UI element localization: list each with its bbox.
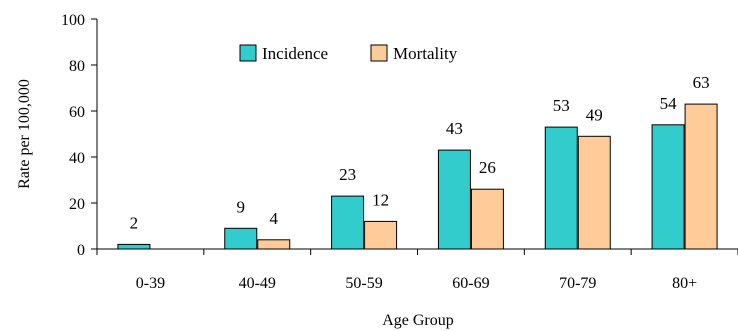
- x-tick-label: 0-39: [136, 275, 165, 292]
- data-label-incidence: 54: [660, 94, 678, 113]
- data-label-mortality: 12: [372, 190, 389, 209]
- bar-mortality: [577, 135, 611, 250]
- bar-incidence: [331, 195, 365, 250]
- x-axis-title: Age Group: [382, 312, 454, 329]
- legend-label-mortality: Mortality: [393, 44, 458, 63]
- data-label-incidence: 43: [446, 119, 463, 138]
- data-label-incidence: 2: [130, 213, 139, 232]
- x-axis: 0-39 40-49 50-59 60-69 70-79 80+: [96, 248, 738, 292]
- y-tick-label: 100: [61, 12, 85, 29]
- data-label-mortality: 49: [586, 105, 603, 124]
- legend-swatch-mortality: [370, 44, 388, 62]
- data-label-incidence: 53: [553, 96, 570, 115]
- y-tick-label: 20: [69, 196, 85, 213]
- y-axis: 0 20 40 60 80 100: [61, 12, 98, 259]
- x-tick-label: 80+: [672, 275, 697, 292]
- x-tick-label: 60-69: [452, 275, 489, 292]
- bar-mortality: [257, 239, 291, 250]
- bar-incidence: [224, 227, 258, 250]
- y-axis-title: Rate per 100,000: [16, 79, 33, 189]
- x-tick-label: 50-59: [345, 275, 382, 292]
- bar-incidence: [117, 243, 151, 250]
- y-tick-label: 0: [77, 242, 85, 259]
- y-tick-label: 40: [69, 150, 85, 167]
- data-label-mortality: 63: [693, 73, 710, 92]
- x-tick-label: 40-49: [239, 275, 276, 292]
- bar-mortality: [470, 188, 504, 250]
- bar-mortality: [364, 220, 398, 250]
- data-label-incidence: 9: [237, 197, 246, 216]
- x-tick-label: 70-79: [559, 275, 596, 292]
- bar-incidence: [437, 149, 471, 250]
- legend-swatch-incidence: [239, 44, 257, 62]
- data-label-mortality: 26: [479, 158, 496, 177]
- data-label-mortality: 4: [270, 209, 279, 228]
- data-labels: 2 9 4 23 12 43 26 53 49 54 63: [130, 73, 710, 232]
- y-tick-label: 60: [69, 104, 85, 121]
- bar-incidence: [651, 124, 685, 250]
- bars: [117, 103, 718, 250]
- legend: Incidence Mortality: [239, 44, 458, 63]
- bar-mortality: [684, 103, 718, 250]
- y-tick-label: 80: [69, 58, 85, 75]
- legend-label-incidence: Incidence: [262, 44, 328, 63]
- data-label-incidence: 23: [339, 165, 356, 184]
- bar-incidence: [544, 126, 578, 250]
